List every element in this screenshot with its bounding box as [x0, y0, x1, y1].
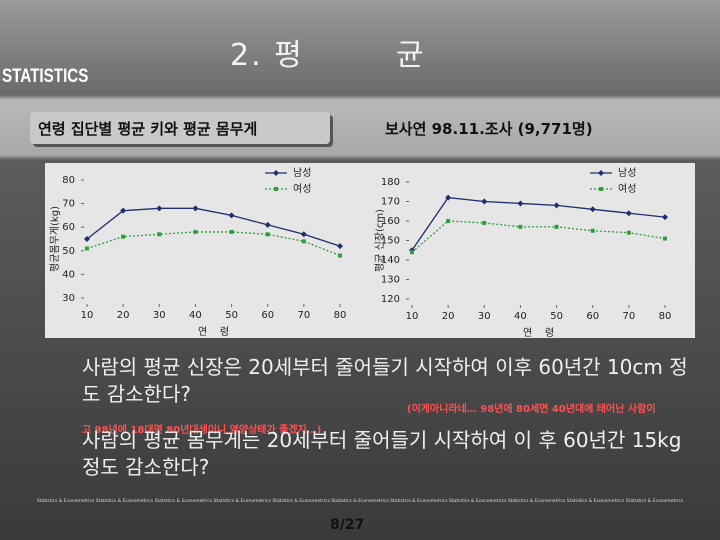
source: 보사연 98.11.조사 (9,771명)	[385, 120, 593, 138]
y-tick-label: 140	[381, 255, 400, 266]
x-tick-label: 50	[225, 310, 238, 321]
x-tick-label: 20	[117, 310, 130, 321]
marker	[301, 239, 306, 244]
x-tick-label: 70	[622, 311, 635, 322]
slide-title: 2. 평 균	[230, 38, 426, 73]
marker	[121, 234, 126, 239]
marker	[300, 231, 307, 238]
x-tick-label: 30	[153, 310, 166, 321]
marker	[446, 219, 451, 223]
marker	[337, 243, 343, 250]
x-axis-label: 연 령	[523, 327, 554, 338]
x-tick-label: 10	[81, 310, 94, 321]
y-tick-label: 30	[62, 293, 75, 304]
x-tick-label: 50	[550, 311, 563, 322]
legend-label: 여성	[293, 183, 311, 195]
marker	[156, 205, 163, 212]
marker	[265, 232, 270, 237]
marker	[85, 246, 89, 251]
brand: STATISTICS	[2, 66, 89, 87]
page-number: 8/27	[330, 517, 365, 533]
series-line	[86, 231, 341, 257]
marker	[120, 207, 127, 214]
legend-label: 여성	[618, 183, 636, 195]
note-line: 고 98년에 18대면 80년대생이니 영양상태가 좋겠지…)	[82, 425, 322, 436]
marker	[229, 229, 234, 234]
subtitle: 연령 집단별 평균 키와 평균 몸무게	[38, 120, 258, 138]
marker	[445, 194, 452, 201]
marker	[625, 210, 632, 217]
marker	[338, 253, 342, 258]
legend-label: 남성	[618, 167, 636, 179]
y-tick-label: 60	[62, 222, 75, 233]
series-line	[86, 207, 341, 247]
marker	[518, 224, 523, 229]
charts: 30 40 50 60 70 80 10 20 30 40 50 60 70 80 연 령 평균몸무게(kg)…	[45, 163, 695, 338]
legend-marker	[274, 187, 278, 191]
marker	[663, 236, 667, 241]
y-tick-label: 120	[381, 294, 400, 305]
y-tick-label: 40	[62, 269, 75, 280]
marker	[410, 250, 414, 255]
marker	[157, 232, 162, 237]
paragraph: 사람의 평균 몸무게는 20세부터 줄어들기 시작하여 이 후 60년간 15k…	[82, 428, 682, 479]
x-tick-label: 20	[442, 311, 455, 322]
x-tick-label: 80	[659, 311, 672, 322]
subtitle-box	[30, 112, 330, 144]
marker	[553, 202, 560, 209]
marker	[517, 200, 524, 207]
x-tick-label: 80	[334, 310, 347, 321]
legend-marker	[599, 187, 603, 191]
series-line	[411, 220, 666, 253]
marker	[228, 212, 235, 219]
x-axis-label: 연 령	[198, 326, 229, 338]
marker	[590, 228, 595, 233]
x-tick-label: 30	[478, 311, 491, 322]
marker	[193, 229, 198, 234]
legend-label: 남성	[293, 167, 311, 179]
y-axis-label: 평균 신장(cm)	[374, 209, 386, 272]
y-axis-label: 평균몸무게(kg)	[49, 206, 61, 272]
marker	[589, 206, 596, 213]
y-tick-label: 150	[381, 236, 400, 247]
marker	[554, 224, 559, 229]
x-tick-label: 60	[586, 311, 599, 322]
legend-marker	[598, 170, 604, 176]
marker	[662, 214, 668, 221]
marker	[482, 220, 487, 225]
y-tick-label: 70	[62, 199, 75, 210]
x-tick-label: 10	[406, 311, 419, 322]
x-tick-label: 70	[297, 310, 310, 321]
marker	[626, 230, 631, 235]
series-line	[411, 196, 666, 251]
paragraph: 사람의 평균 신장은 20세부터 줄어들기 시작하여 이후 60년간 10cm …	[82, 355, 688, 406]
y-tick-label: 180	[381, 177, 400, 188]
y-tick-label: 80	[62, 175, 75, 186]
marker	[481, 198, 488, 205]
y-tick-label: 170	[381, 197, 400, 208]
x-tick-label: 40	[514, 311, 527, 322]
note-line: (이게아니라네… 98년에 80세면 40년대에 태어난 사람이	[407, 404, 656, 415]
marker	[84, 236, 90, 242]
marker	[264, 221, 271, 228]
marker	[192, 205, 199, 212]
chart-panel	[45, 163, 695, 338]
footer: Statistics & Econometrics Statistics & E…	[36, 499, 684, 504]
note: (이게아니라네… 98년에 80세면 40년대에 태어난 사람이 고 98년에 …	[82, 404, 702, 436]
x-tick-label: 60	[261, 310, 274, 321]
y-tick-label: 130	[381, 275, 400, 286]
y-tick-label: 160	[381, 216, 400, 227]
y-tick-label: 50	[62, 246, 75, 257]
legend-marker	[273, 170, 279, 176]
x-tick-label: 40	[189, 310, 202, 321]
